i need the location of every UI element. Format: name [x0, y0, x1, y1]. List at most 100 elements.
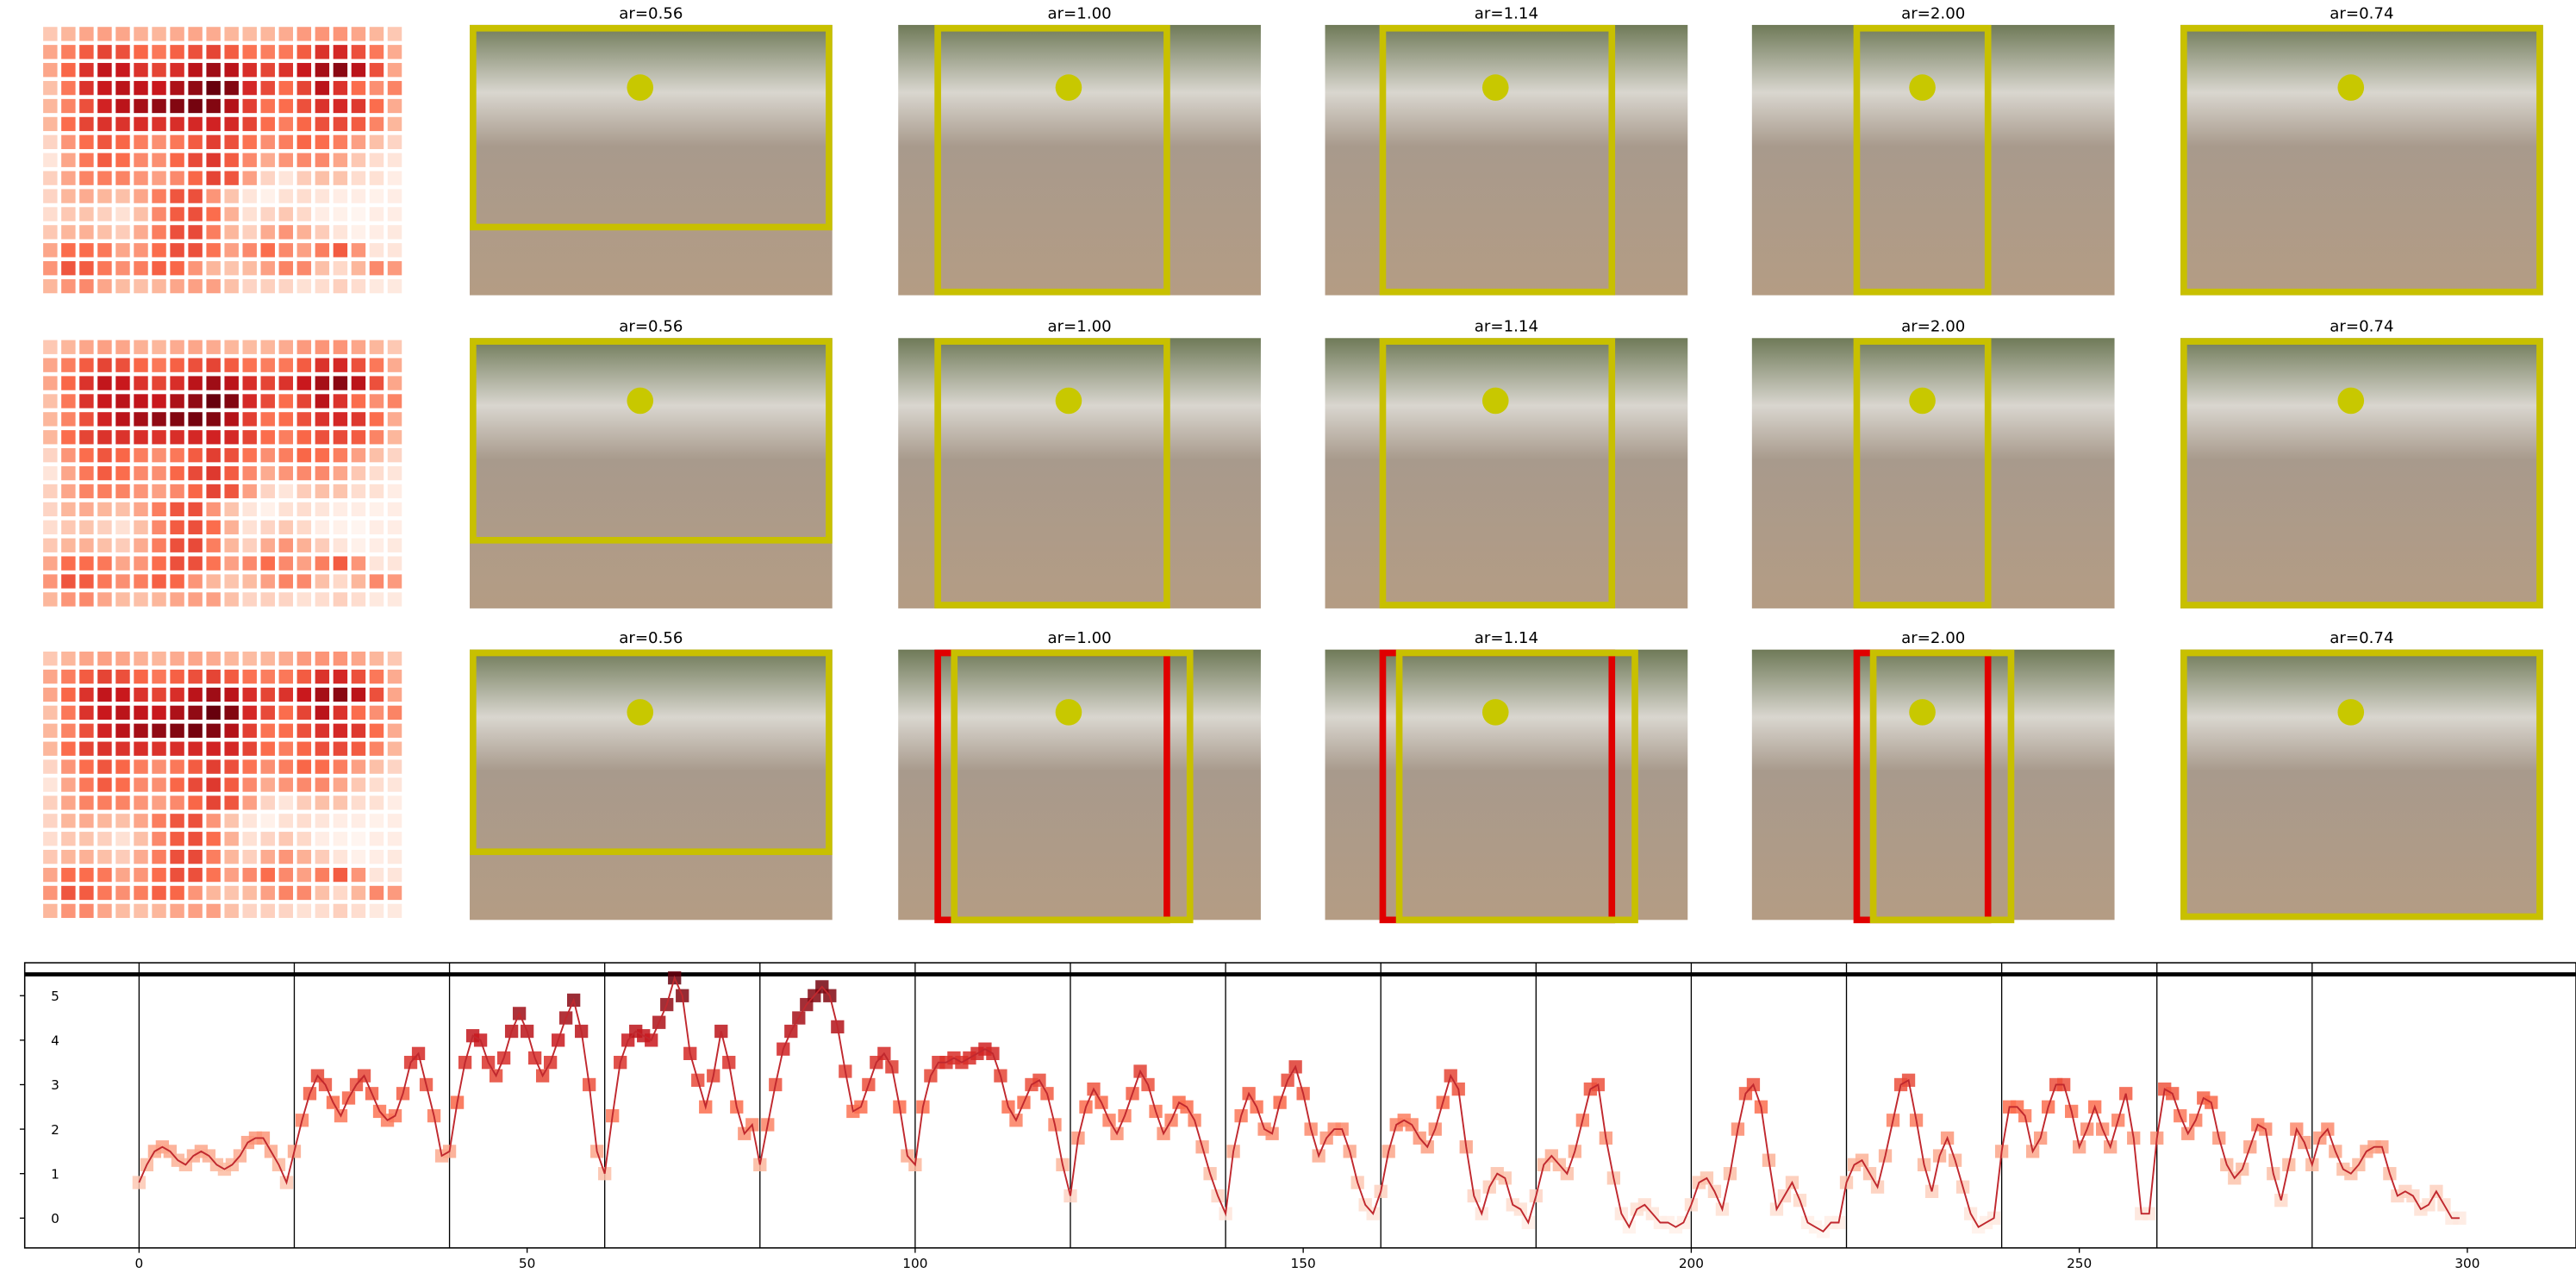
heatmap-cell [79, 832, 94, 846]
heatmap-cell [387, 340, 402, 354]
heatmap-cell [188, 502, 203, 517]
heatmap-cell [242, 448, 257, 463]
heatmap-cell [278, 687, 294, 702]
heatmap-cell [369, 448, 384, 463]
heatmap-cell [134, 502, 148, 517]
heatmap-cell [43, 243, 58, 258]
heatmap-cell [115, 687, 130, 702]
heatmap-cell [387, 430, 402, 445]
axes-frame [23, 962, 2576, 1249]
heatmap-cell [115, 134, 130, 149]
heatmap-cell [242, 340, 257, 354]
heatmap-cell [152, 261, 166, 276]
heatmap-cell [296, 448, 312, 463]
heatmap-cell [296, 45, 312, 59]
heatmap-cell [170, 27, 184, 41]
heatmap-cell [333, 80, 348, 96]
heatmap-cell [61, 520, 76, 534]
heatmap-cell [97, 867, 112, 883]
heatmap-cell [333, 502, 348, 517]
y-tick-label: 4 [51, 1033, 59, 1049]
heatmap-cell [188, 171, 203, 185]
heatmap-cell [333, 556, 348, 571]
x-tick-label: 200 [1679, 1256, 1704, 1270]
heatmap-cell [242, 832, 257, 846]
heatmap-cell [296, 207, 312, 222]
heatmap-cell [61, 832, 76, 846]
panel-title: ar=1.00 [1047, 318, 1111, 336]
heatmap-cell [61, 448, 76, 463]
heatmap-cell [97, 340, 112, 354]
yellow-box [1853, 24, 1992, 296]
heatmap-cell [61, 394, 76, 409]
heatmap-cell [242, 796, 257, 810]
heatmap-cell [97, 759, 112, 774]
heatmap-cell [278, 832, 294, 846]
heatmap-cell [224, 903, 239, 919]
heatmap-cell [43, 814, 58, 828]
heatmap-cell [188, 484, 203, 499]
heatmap-cell [224, 340, 239, 354]
heatmap-cell [79, 448, 94, 463]
heatmap-cell [333, 225, 348, 240]
heatmap-cell [242, 243, 257, 258]
heatmap-cell [115, 116, 130, 132]
heatmap-cell [296, 465, 312, 481]
heatmap-cell [188, 116, 203, 132]
heatmap-cell [296, 340, 312, 354]
photo [898, 649, 1261, 920]
heatmap-cell [369, 885, 384, 901]
heatmap-cell [61, 134, 76, 149]
heatmap-cell [387, 98, 402, 114]
heatmap-cell [97, 171, 112, 185]
heatmap-cell [296, 171, 312, 185]
heatmap-cell [152, 484, 166, 499]
heatmap-cell [351, 465, 366, 481]
heatmap-cell [387, 243, 402, 258]
heatmap-cell [206, 27, 221, 41]
heatmap-cell [260, 358, 275, 372]
heatmap-cell [333, 394, 348, 409]
heatmap-cell [351, 45, 366, 59]
heatmap-cell [242, 741, 257, 756]
heatmap-cell [61, 45, 76, 59]
heatmap-cell [351, 705, 366, 721]
heatmap-cell [260, 189, 275, 203]
heatmap-cell [296, 27, 312, 41]
heatmap-cell [188, 741, 203, 756]
heatmap-cell [315, 885, 330, 901]
heatmap-cell [260, 340, 275, 354]
heatmap-cell [188, 376, 203, 390]
heatmap-cell [206, 116, 221, 132]
heatmap-cell [260, 27, 275, 41]
heatmap-cell [152, 574, 166, 589]
heatmap-cell [134, 116, 148, 132]
heatmap-cell [79, 412, 94, 427]
heatmap-cell [351, 27, 366, 41]
heatmap-cell [351, 903, 366, 919]
heatmap-cell [224, 867, 239, 883]
heatmap-cell [387, 261, 402, 276]
heatmap-cell [97, 723, 112, 738]
heatmap-cell [115, 574, 130, 589]
heatmap-cell [97, 652, 112, 666]
heatmap-cell [79, 796, 94, 810]
heatmap-cell [134, 340, 148, 354]
heatmap-cell [79, 261, 94, 276]
heatmap-cell [278, 484, 294, 499]
heatmap-cell [206, 225, 221, 240]
heatmap-cell [260, 207, 275, 222]
heatmap-cell [296, 98, 312, 114]
heatmap-cell [79, 669, 94, 684]
heatmap-cell [333, 207, 348, 222]
heatmap-cell [206, 796, 221, 810]
heatmap-cell [170, 225, 184, 240]
heatmap-cell [170, 412, 184, 427]
heatmap-cell [79, 777, 94, 792]
heatmap-cell [134, 669, 148, 684]
heatmap-cell [206, 484, 221, 499]
heatmap-cell [97, 885, 112, 901]
keypoint [627, 387, 654, 415]
heatmap-cell [369, 538, 384, 552]
heatmap-cell [188, 796, 203, 810]
